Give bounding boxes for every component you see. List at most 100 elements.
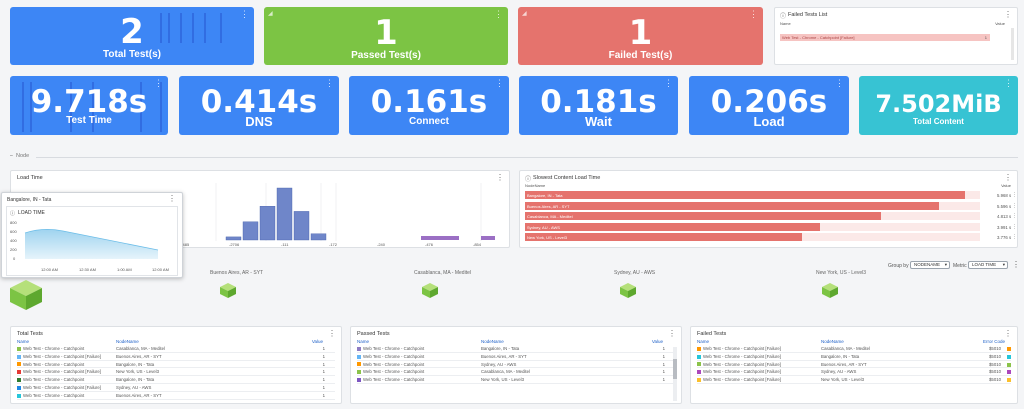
table-row[interactable]: Web Test - Chrome - Catchpoint [Failure]…	[17, 385, 335, 392]
table-row[interactable]: Web Test - Chrome - Catchpoint [Failure]…	[17, 354, 335, 361]
cell-nodename: Sydney, AU - AWS	[821, 369, 857, 375]
histogram-bar	[225, 236, 242, 241]
color-swatch	[17, 393, 21, 398]
column-header-name[interactable]: Name	[17, 339, 30, 344]
metric-dropdown[interactable]: LOAD TIME ▾	[968, 261, 1008, 269]
table-row[interactable]: Web Test - Chrome - Catchpoint [Failure]…	[697, 346, 1011, 353]
more-icon[interactable]: ⋮	[1012, 223, 1017, 230]
more-icon[interactable]: ⋮	[168, 194, 176, 203]
table-row[interactable]: Web Test - Chrome - Catchpoint Buenos Air…	[17, 393, 335, 400]
more-icon[interactable]: ⋮	[495, 78, 504, 88]
wait-value: 0.181s	[540, 84, 657, 120]
group-by-dropdown[interactable]: NODENAME ▾	[910, 261, 950, 269]
color-swatch	[697, 362, 701, 367]
table-row[interactable]: Web Test - Chrome - Catchpoint Buenos Air…	[357, 354, 675, 361]
column-header-error-code[interactable]: Error Code	[982, 339, 1005, 344]
more-icon[interactable]: ⋮	[1012, 202, 1017, 209]
more-icon[interactable]: ⋮	[325, 78, 334, 88]
more-icon[interactable]: ⋮	[664, 78, 673, 88]
drag-handle-icon[interactable]: ◢	[522, 11, 527, 17]
more-icon[interactable]: ⋮	[494, 9, 503, 19]
load-tile[interactable]: 0.206s Load ⋮	[689, 76, 849, 135]
column-header-name[interactable]: Name	[357, 339, 370, 344]
more-icon[interactable]: ⋮	[1012, 192, 1017, 198]
scrollbar[interactable]	[673, 347, 677, 401]
column-header-nodename[interactable]: NodeName	[481, 339, 504, 344]
color-swatch	[17, 354, 21, 359]
color-swatch	[357, 346, 361, 351]
passed-tests-tile[interactable]: ◢ 1 Passed Test(s) ⋮	[264, 7, 508, 65]
connect-tile[interactable]: 0.161s Connect ⋮	[349, 76, 509, 135]
cube-icon[interactable]	[822, 283, 838, 303]
more-icon[interactable]: ⋮	[749, 9, 758, 19]
drag-handle-icon[interactable]: ◢	[268, 11, 273, 17]
total-tests-tile[interactable]: 2 Total Test(s) ⋮	[10, 7, 254, 65]
more-icon[interactable]: ⋮	[835, 78, 844, 88]
more-icon[interactable]: ⋮	[1004, 10, 1012, 19]
slowest-row[interactable]: Sydney, AU - AWS 3.991 s ⋮	[525, 222, 1017, 231]
panel-title: Failed Tests	[697, 331, 727, 337]
cell-name: Web Test - Chrome - Catchpoint	[363, 361, 425, 367]
more-icon[interactable]: ⋮	[154, 78, 163, 88]
table-row[interactable]: Web Test - Chrome - Catchpoint Bangalore,…	[17, 362, 335, 369]
column-header-nodename[interactable]: NodeName	[116, 339, 139, 344]
scrollbar[interactable]	[1011, 28, 1014, 60]
table-row[interactable]: Web Test - Chrome - Catchpoint [Failure]…	[17, 369, 335, 377]
cube-icon[interactable]	[422, 283, 438, 303]
table-row[interactable]: Web Test - Chrome - Catchpoint Sydney, AU…	[357, 362, 675, 369]
color-swatch	[697, 378, 701, 383]
more-icon[interactable]: ⋮	[1004, 329, 1012, 338]
slowest-bar	[525, 233, 803, 241]
node-label: New York, US - Level3	[816, 270, 867, 276]
color-swatch	[357, 354, 361, 359]
list-item[interactable]: Web Test - Chrome - Catchpoint [Failure]…	[780, 34, 990, 41]
table-row[interactable]: Web Test - Chrome - Catchpoint [Failure]…	[697, 354, 1011, 361]
table-row[interactable]: Web Test - Chrome - Catchpoint [Failure]…	[697, 369, 1011, 377]
panel-title: Total Tests	[17, 331, 43, 337]
table-row[interactable]: Web Test - Chrome - Catchpoint [Failure]…	[697, 377, 1011, 384]
column-header-nodename[interactable]: NodeName	[821, 339, 844, 344]
more-icon[interactable]: ⋮	[328, 329, 336, 338]
info-icon[interactable]: ⓘ	[525, 177, 532, 183]
more-icon[interactable]: ⋮	[1012, 260, 1020, 269]
collapse-icon[interactable]: –	[10, 153, 13, 159]
column-header-value[interactable]: Value	[311, 339, 323, 344]
failed-tests-tile[interactable]: ◢ 1 Failed Test(s) ⋮	[518, 7, 763, 65]
info-icon[interactable]: ⓘ	[780, 14, 787, 20]
table-row[interactable]: Web Test - Chrome - Catchpoint Bangalore,…	[357, 346, 675, 353]
slowest-row[interactable]: Casablanca, MA - Meditel 4.813 s ⋮	[525, 212, 1017, 220]
test-time-tile[interactable]: 9.718s Test Time ⋮	[10, 76, 168, 135]
color-swatch	[697, 346, 701, 351]
more-icon[interactable]: ⋮	[240, 9, 249, 19]
connect-value: 0.161s	[370, 84, 488, 120]
passed-tests-value: 1	[374, 13, 398, 53]
wait-tile[interactable]: 0.181s Wait ⋮	[519, 76, 678, 135]
more-icon[interactable]: ⋮	[496, 173, 504, 182]
column-header-name[interactable]: Name	[697, 339, 710, 344]
slowest-row[interactable]: Buenos Aires, AR - SYT 5.596 s ⋮	[525, 201, 1017, 210]
more-icon[interactable]: ⋮	[1012, 213, 1017, 219]
cell-name: Web Test - Chrome - Catchpoint [Failure]	[23, 369, 101, 375]
total-tests-panel: Total Tests ⋮ Name NodeName Value Web Te…	[10, 326, 342, 404]
test-time-value: 9.718s	[30, 84, 148, 120]
dns-tile[interactable]: 0.414s DNS ⋮	[179, 76, 339, 135]
color-swatch	[17, 346, 21, 351]
table-row[interactable]: Web Test - Chrome - Catchpoint [Failure]…	[697, 362, 1011, 369]
cube-icon[interactable]	[10, 280, 42, 315]
slowest-row[interactable]: New York, US - Level3 3.776 s ⋮	[525, 233, 1017, 241]
table-row[interactable]: Web Test - Chrome - Catchpoint Bangalore,…	[17, 377, 335, 384]
more-icon[interactable]: ⋮	[1012, 234, 1017, 240]
slowest-row[interactable]: Bangalore, IN - Tata 5.968 s ⋮	[525, 191, 1017, 199]
more-icon[interactable]: ⋮	[1004, 173, 1012, 182]
cell-value: 1	[662, 377, 665, 383]
table-row[interactable]: Web Test - Chrome - Catchpoint Casablanca…	[17, 346, 335, 353]
table-row[interactable]: Web Test - Chrome - Catchpoint New York, …	[357, 377, 675, 384]
table-row[interactable]: Web Test - Chrome - Catchpoint Casablanca…	[357, 369, 675, 377]
more-icon[interactable]: ⋮	[668, 329, 676, 338]
total-content-tile[interactable]: 7.502MiB Total Content ⋮	[859, 76, 1018, 135]
more-icon[interactable]: ⋮	[1004, 78, 1013, 88]
column-header-value[interactable]: Value	[651, 339, 663, 344]
section-divider[interactable]: – Node	[8, 153, 1018, 161]
cube-icon[interactable]	[220, 283, 236, 303]
cube-icon[interactable]	[620, 283, 636, 303]
